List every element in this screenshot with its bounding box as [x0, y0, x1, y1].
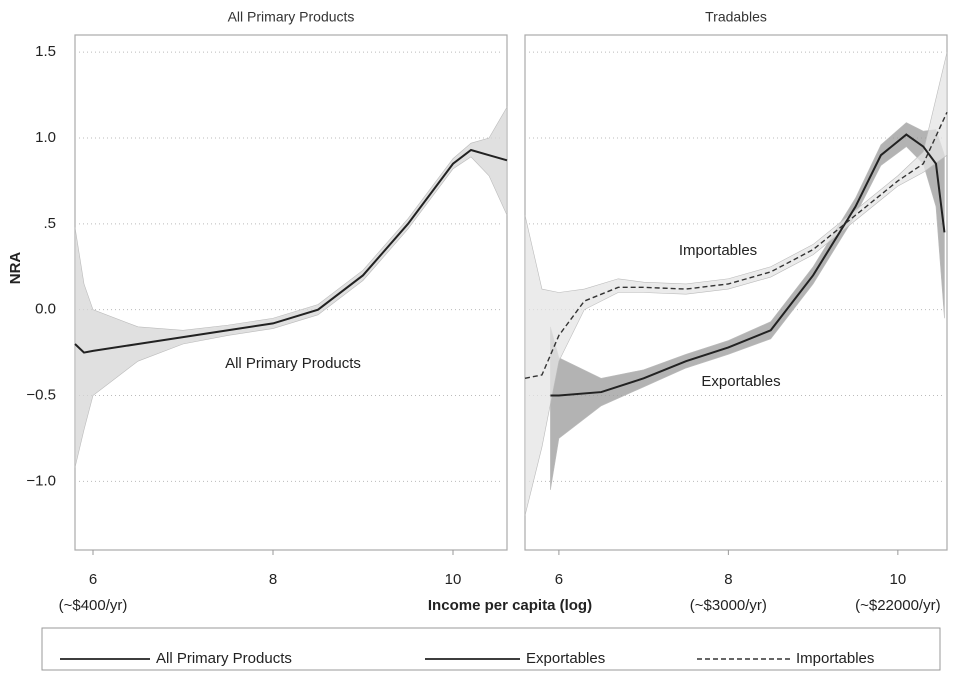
y-tick-label: .5	[43, 215, 56, 232]
confidence-band	[524, 52, 948, 516]
x-tick-label: 6	[89, 571, 97, 588]
x-tick-label: 6	[555, 571, 563, 588]
series-line	[550, 133, 946, 397]
x-tick-sublabel: (~$3000/yr)	[690, 597, 767, 614]
y-tick-label: −1.0	[26, 472, 56, 489]
y-tick-label: 0.0	[35, 301, 56, 318]
y-tick-label: 1.0	[35, 129, 56, 146]
annotation: Exportables	[701, 373, 780, 390]
legend-label: Importables	[796, 650, 874, 667]
y-tick-label: −0.5	[26, 386, 56, 403]
legend-label: Exportables	[526, 650, 605, 667]
annotation: All Primary Products	[225, 355, 361, 372]
legend-label: All Primary Products	[156, 650, 292, 667]
x-axis-label: Income per capita (log)	[428, 597, 592, 614]
panel-title: Tradables	[705, 9, 767, 25]
x-tick-label: 10	[890, 571, 907, 588]
annotation: Importables	[679, 242, 757, 259]
panel-title: All Primary Products	[228, 9, 355, 25]
y-tick-label: 1.5	[35, 43, 56, 60]
series-line	[74, 148, 508, 354]
x-tick-label: 8	[269, 571, 277, 588]
x-tick-sublabel: (~$400/yr)	[59, 597, 128, 614]
x-tick-sublabel: (~$22000/yr)	[855, 597, 940, 614]
y-axis-label: NRA	[7, 252, 24, 285]
panel	[74, 34, 508, 551]
x-tick-label: 10	[445, 571, 462, 588]
confidence-band	[74, 105, 508, 468]
confidence-band	[550, 122, 945, 490]
x-tick-label: 8	[724, 571, 732, 588]
series-line	[524, 111, 948, 380]
legend-box	[41, 627, 941, 671]
